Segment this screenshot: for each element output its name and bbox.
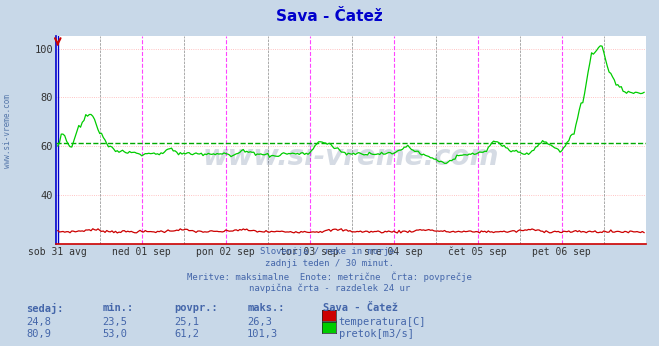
Text: maks.:: maks.: [247, 303, 285, 313]
Text: 24,8: 24,8 [26, 317, 51, 327]
Text: 23,5: 23,5 [102, 317, 127, 327]
Text: sedaj:: sedaj: [26, 303, 64, 314]
Text: 26,3: 26,3 [247, 317, 272, 327]
Text: Slovenija / reke in morje.: Slovenija / reke in morje. [260, 247, 399, 256]
Text: 25,1: 25,1 [175, 317, 200, 327]
Text: Meritve: maksimalne  Enote: metrične  Črta: povprečje: Meritve: maksimalne Enote: metrične Črta… [187, 272, 472, 282]
Text: min.:: min.: [102, 303, 133, 313]
Text: 101,3: 101,3 [247, 329, 278, 339]
Text: Sava - Čatež: Sava - Čatež [276, 9, 383, 24]
Text: www.si-vreme.com: www.si-vreme.com [203, 143, 499, 171]
Text: povpr.:: povpr.: [175, 303, 218, 313]
Text: 80,9: 80,9 [26, 329, 51, 339]
Text: 53,0: 53,0 [102, 329, 127, 339]
Text: navpična črta - razdelek 24 ur: navpična črta - razdelek 24 ur [249, 284, 410, 293]
Text: pretok[m3/s]: pretok[m3/s] [339, 329, 414, 339]
Text: Sava - Čatež: Sava - Čatež [323, 303, 398, 313]
Text: temperatura[C]: temperatura[C] [339, 317, 426, 327]
Text: www.si-vreme.com: www.si-vreme.com [3, 94, 13, 169]
Text: zadnji teden / 30 minut.: zadnji teden / 30 minut. [265, 260, 394, 268]
Text: 61,2: 61,2 [175, 329, 200, 339]
